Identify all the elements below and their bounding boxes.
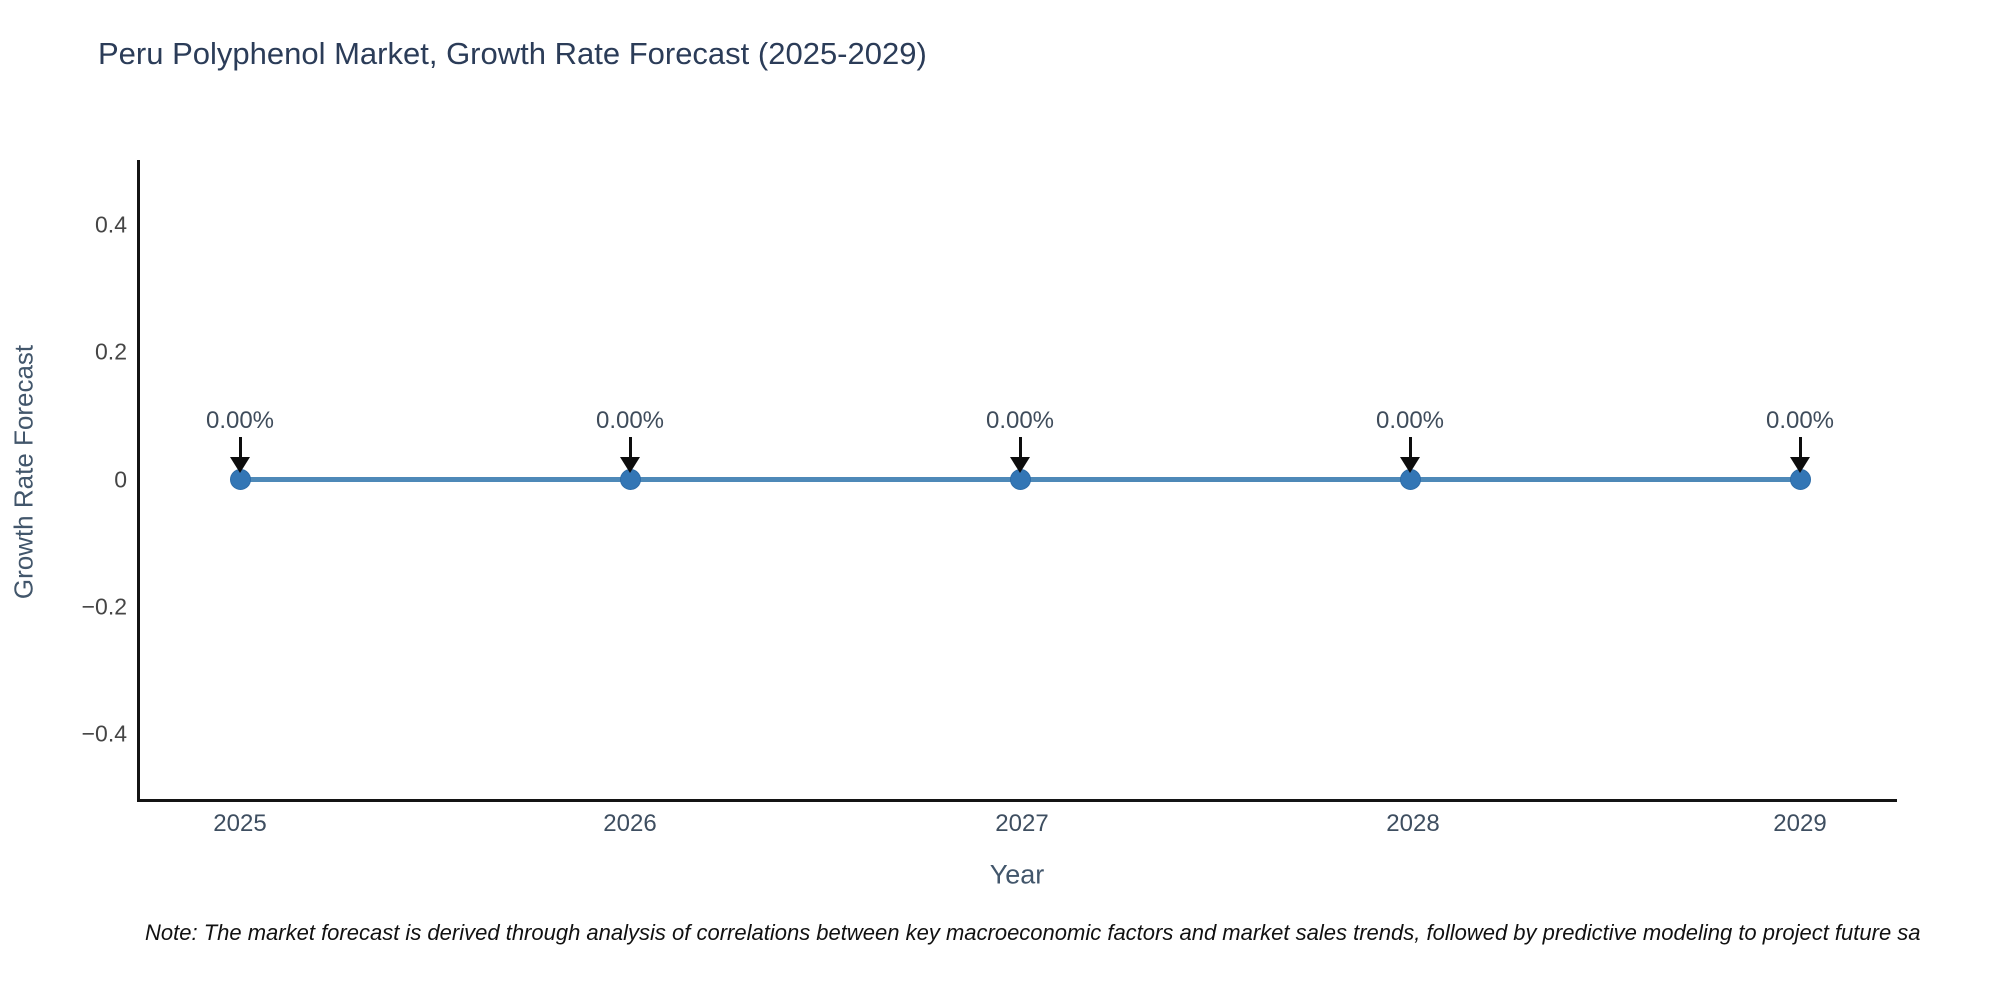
annotation-arrow-icon (1798, 437, 1802, 460)
annotation-arrow-icon (1408, 437, 1412, 460)
annotation-arrowhead-icon (230, 457, 250, 473)
y-tick-label: −0.4 (81, 720, 127, 747)
x-axis-title: Year (989, 859, 1045, 890)
annotation-arrowhead-icon (1010, 457, 1030, 473)
data-point-label: 0.00% (1375, 407, 1445, 434)
x-tick-label: 2027 (995, 810, 1049, 837)
data-point-label: 0.00% (985, 407, 1055, 434)
annotation-arrow-icon (628, 437, 632, 460)
annotation-arrowhead-icon (1790, 457, 1810, 473)
y-tick-label: 0.4 (95, 211, 127, 238)
x-axis-line (137, 799, 1897, 802)
annotation-arrow-icon (1018, 437, 1022, 460)
data-point-label: 0.00% (1765, 407, 1835, 434)
y-tick-label: 0 (114, 466, 127, 493)
y-tick-label: 0.2 (95, 338, 127, 365)
annotation-arrowhead-icon (620, 457, 640, 473)
data-point-label: 0.00% (205, 407, 275, 434)
x-tick-label: 2029 (1773, 810, 1827, 837)
y-axis-line (137, 160, 140, 802)
footnote-text: Note: The market forecast is derived thr… (145, 920, 1921, 945)
annotation-arrowhead-icon (1400, 457, 1420, 473)
data-point-label: 0.00% (595, 407, 665, 434)
annotation-arrow-icon (238, 437, 242, 460)
chart-title: Peru Polyphenol Market, Growth Rate Fore… (98, 36, 927, 71)
x-tick-label: 2028 (1386, 810, 1440, 837)
x-tick-label: 2025 (213, 810, 267, 837)
y-tick-label: −0.2 (81, 593, 127, 620)
x-tick-label: 2026 (603, 810, 657, 837)
